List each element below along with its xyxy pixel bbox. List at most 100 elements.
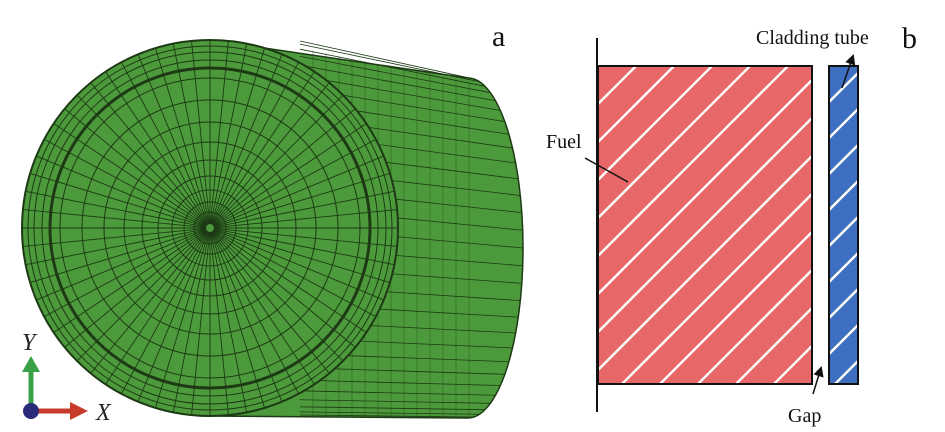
side-mesh-line bbox=[299, 55, 491, 94]
panel-b-label: b bbox=[902, 22, 917, 55]
mesh-spoke bbox=[137, 231, 209, 402]
hatch-line bbox=[598, 78, 812, 296]
mesh-spoke bbox=[211, 231, 315, 385]
hatch-line bbox=[598, 154, 812, 372]
side-mesh-line bbox=[299, 48, 486, 87]
mesh-spoke bbox=[22, 227, 207, 247]
fuel-leader bbox=[584, 157, 629, 183]
mesh-spoke bbox=[213, 155, 384, 227]
gap-label: Gap bbox=[788, 405, 821, 427]
mesh-spoke bbox=[213, 229, 367, 333]
mesh-spoke bbox=[64, 230, 208, 348]
hatch-line bbox=[735, 306, 812, 384]
mesh-spoke bbox=[36, 229, 207, 301]
side-mesh-line bbox=[299, 411, 480, 415]
mesh-spoke bbox=[213, 190, 395, 228]
mesh-spoke bbox=[29, 228, 207, 284]
mesh-spoke bbox=[213, 227, 398, 247]
mesh-spoke bbox=[120, 61, 209, 225]
mesh-spoke bbox=[213, 229, 384, 301]
mesh-spoke bbox=[213, 229, 377, 318]
mesh-spoke bbox=[211, 54, 283, 225]
side-mesh-line bbox=[299, 64, 496, 102]
hatch-line bbox=[697, 268, 812, 384]
mesh-spoke bbox=[210, 43, 248, 225]
mesh-spoke bbox=[212, 108, 356, 226]
y-axis-label: Y bbox=[22, 330, 38, 356]
mesh-spoke bbox=[105, 71, 209, 225]
mesh-spoke bbox=[213, 138, 377, 227]
hatch-line bbox=[598, 66, 789, 258]
mesh-spoke bbox=[25, 190, 207, 228]
side-mesh-line bbox=[299, 414, 474, 418]
mesh-spoke bbox=[25, 228, 207, 266]
mesh-spoke bbox=[212, 230, 344, 362]
mesh-spoke bbox=[212, 94, 344, 226]
y-axis-arrowhead bbox=[22, 356, 40, 372]
cladding-hatching bbox=[829, 66, 945, 384]
hatch-line bbox=[659, 230, 812, 384]
mesh-spoke bbox=[154, 47, 210, 225]
axis-origin bbox=[23, 403, 39, 419]
end-cap-mesh bbox=[21, 39, 399, 417]
mesh-spoke bbox=[120, 231, 209, 395]
gap-leader bbox=[812, 365, 824, 395]
hatch-line bbox=[829, 215, 858, 248]
mesh-spoke bbox=[172, 43, 210, 225]
mesh-spoke bbox=[76, 230, 208, 362]
mesh-spoke bbox=[211, 231, 300, 395]
panel-a: a Y X bbox=[21, 20, 524, 426]
axis-triad: Y X bbox=[22, 330, 112, 426]
mesh-spoke bbox=[210, 231, 248, 413]
mesh-spoke bbox=[191, 40, 211, 225]
mesh-spoke bbox=[213, 209, 398, 229]
side-mesh-line bbox=[299, 40, 474, 80]
fuel-label: Fuel bbox=[546, 131, 582, 153]
mesh-spoke bbox=[43, 229, 207, 318]
cladding-leader bbox=[841, 54, 856, 89]
mesh-spoke bbox=[209, 40, 229, 225]
mesh-spoke bbox=[105, 231, 209, 385]
mesh-spoke bbox=[36, 155, 207, 227]
hatch-line bbox=[871, 66, 945, 384]
hatch-line bbox=[829, 323, 858, 356]
side-mesh-line bbox=[299, 390, 496, 396]
hatch-line bbox=[907, 66, 945, 384]
mesh-spoke bbox=[53, 229, 207, 333]
mesh-spoke bbox=[137, 54, 209, 225]
mesh-spoke bbox=[22, 209, 207, 229]
hatch-line bbox=[888, 66, 945, 384]
mesh-spoke bbox=[90, 230, 208, 374]
mesh-spoke bbox=[76, 94, 208, 226]
mesh-spoke bbox=[53, 123, 207, 227]
side-mesh-line bbox=[299, 406, 486, 411]
cylinder-end-cap bbox=[21, 39, 399, 417]
mesh-spoke bbox=[29, 172, 207, 228]
hatch-line bbox=[829, 107, 858, 140]
side-mesh-line bbox=[299, 75, 501, 111]
x-axis-arrowhead bbox=[70, 402, 88, 420]
mesh-spoke bbox=[90, 82, 208, 226]
mesh-spoke bbox=[43, 138, 207, 227]
mesh-spoke bbox=[213, 228, 391, 284]
mesh-spoke bbox=[213, 228, 395, 266]
mesh-spoke bbox=[212, 230, 356, 348]
hatch-line bbox=[850, 66, 945, 384]
hatch-line bbox=[621, 192, 812, 384]
mesh-spoke bbox=[211, 71, 315, 225]
mesh-spoke bbox=[213, 123, 367, 227]
mesh-spoke bbox=[64, 108, 208, 226]
x-axis-label: X bbox=[95, 400, 112, 426]
hatch-line bbox=[598, 66, 675, 144]
hatch-line bbox=[598, 66, 751, 220]
hatch-line bbox=[926, 66, 945, 384]
hatch-line bbox=[598, 66, 713, 182]
mesh-spoke bbox=[211, 61, 300, 225]
mesh-spoke bbox=[209, 231, 229, 416]
mesh-spoke bbox=[213, 172, 391, 228]
side-mesh-line bbox=[299, 399, 491, 404]
mesh-spoke bbox=[212, 230, 330, 374]
mesh-spoke bbox=[210, 231, 266, 409]
panel-b: Fuel Cladding tube b Gap bbox=[546, 22, 945, 427]
